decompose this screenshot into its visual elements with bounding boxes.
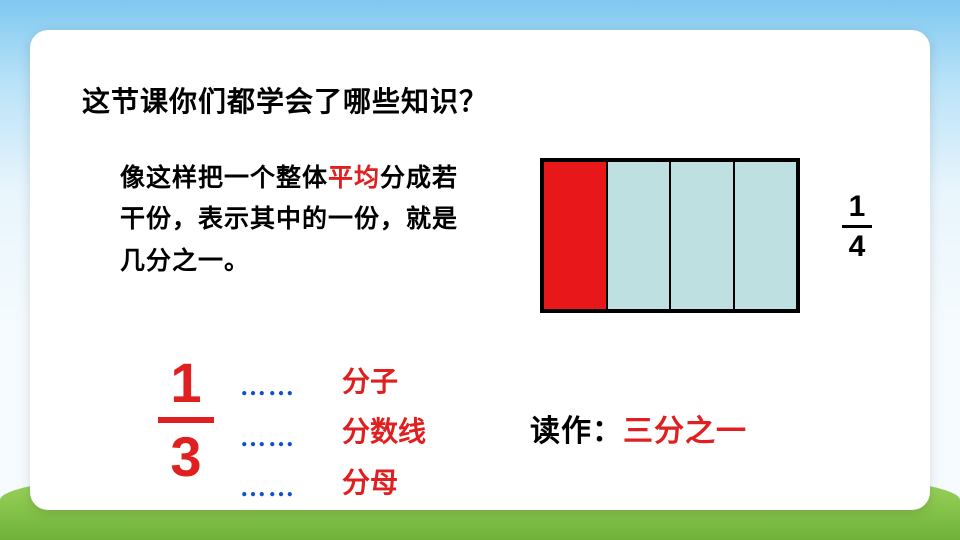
bar-cell-empty — [608, 162, 672, 309]
reading-line: 读作：三分之一 — [530, 406, 747, 450]
bar-cell-empty — [671, 162, 735, 309]
content-card: 这节课你们都学会了哪些知识？ 像这样把一个整体平均分成若干份，表示其中的一份，就… — [30, 30, 930, 510]
part-labels-column: 分子 分数线 分母 — [342, 358, 426, 509]
leader-dots-column: …… …… …… — [240, 362, 296, 514]
label-denominator: 分母 — [342, 459, 426, 509]
dots-denominator: …… — [240, 463, 296, 514]
bar-cell-empty — [735, 162, 797, 309]
frac14-denominator: 4 — [842, 230, 872, 263]
bar-cell-filled — [544, 162, 608, 309]
label-numerator: 分子 — [342, 358, 426, 408]
frac14-numerator: 1 — [842, 190, 872, 223]
explanation-text: 像这样把一个整体平均分成若干份，表示其中的一份，就是几分之一。 — [120, 158, 460, 282]
frac14-bar — [842, 225, 872, 228]
explain-p1: 像这样把一个整体 — [120, 165, 328, 192]
dots-bar: …… — [240, 413, 296, 464]
dots-numerator: …… — [240, 362, 296, 413]
fraction-one-fourth: 1 4 — [842, 190, 872, 263]
reading-prefix: 读作： — [530, 415, 623, 448]
reading-value: 三分之一 — [623, 415, 747, 448]
fraction-bar-diagram — [540, 158, 800, 313]
label-bar: 分数线 — [342, 408, 426, 458]
frac13-bar — [158, 417, 214, 423]
frac13-numerator: 1 — [158, 355, 214, 411]
frac13-denominator: 3 — [158, 429, 214, 485]
slide-title: 这节课你们都学会了哪些知识？ — [82, 80, 488, 120]
fraction-one-third: 1 3 — [158, 355, 214, 485]
explain-hl: 平均 — [328, 165, 380, 192]
